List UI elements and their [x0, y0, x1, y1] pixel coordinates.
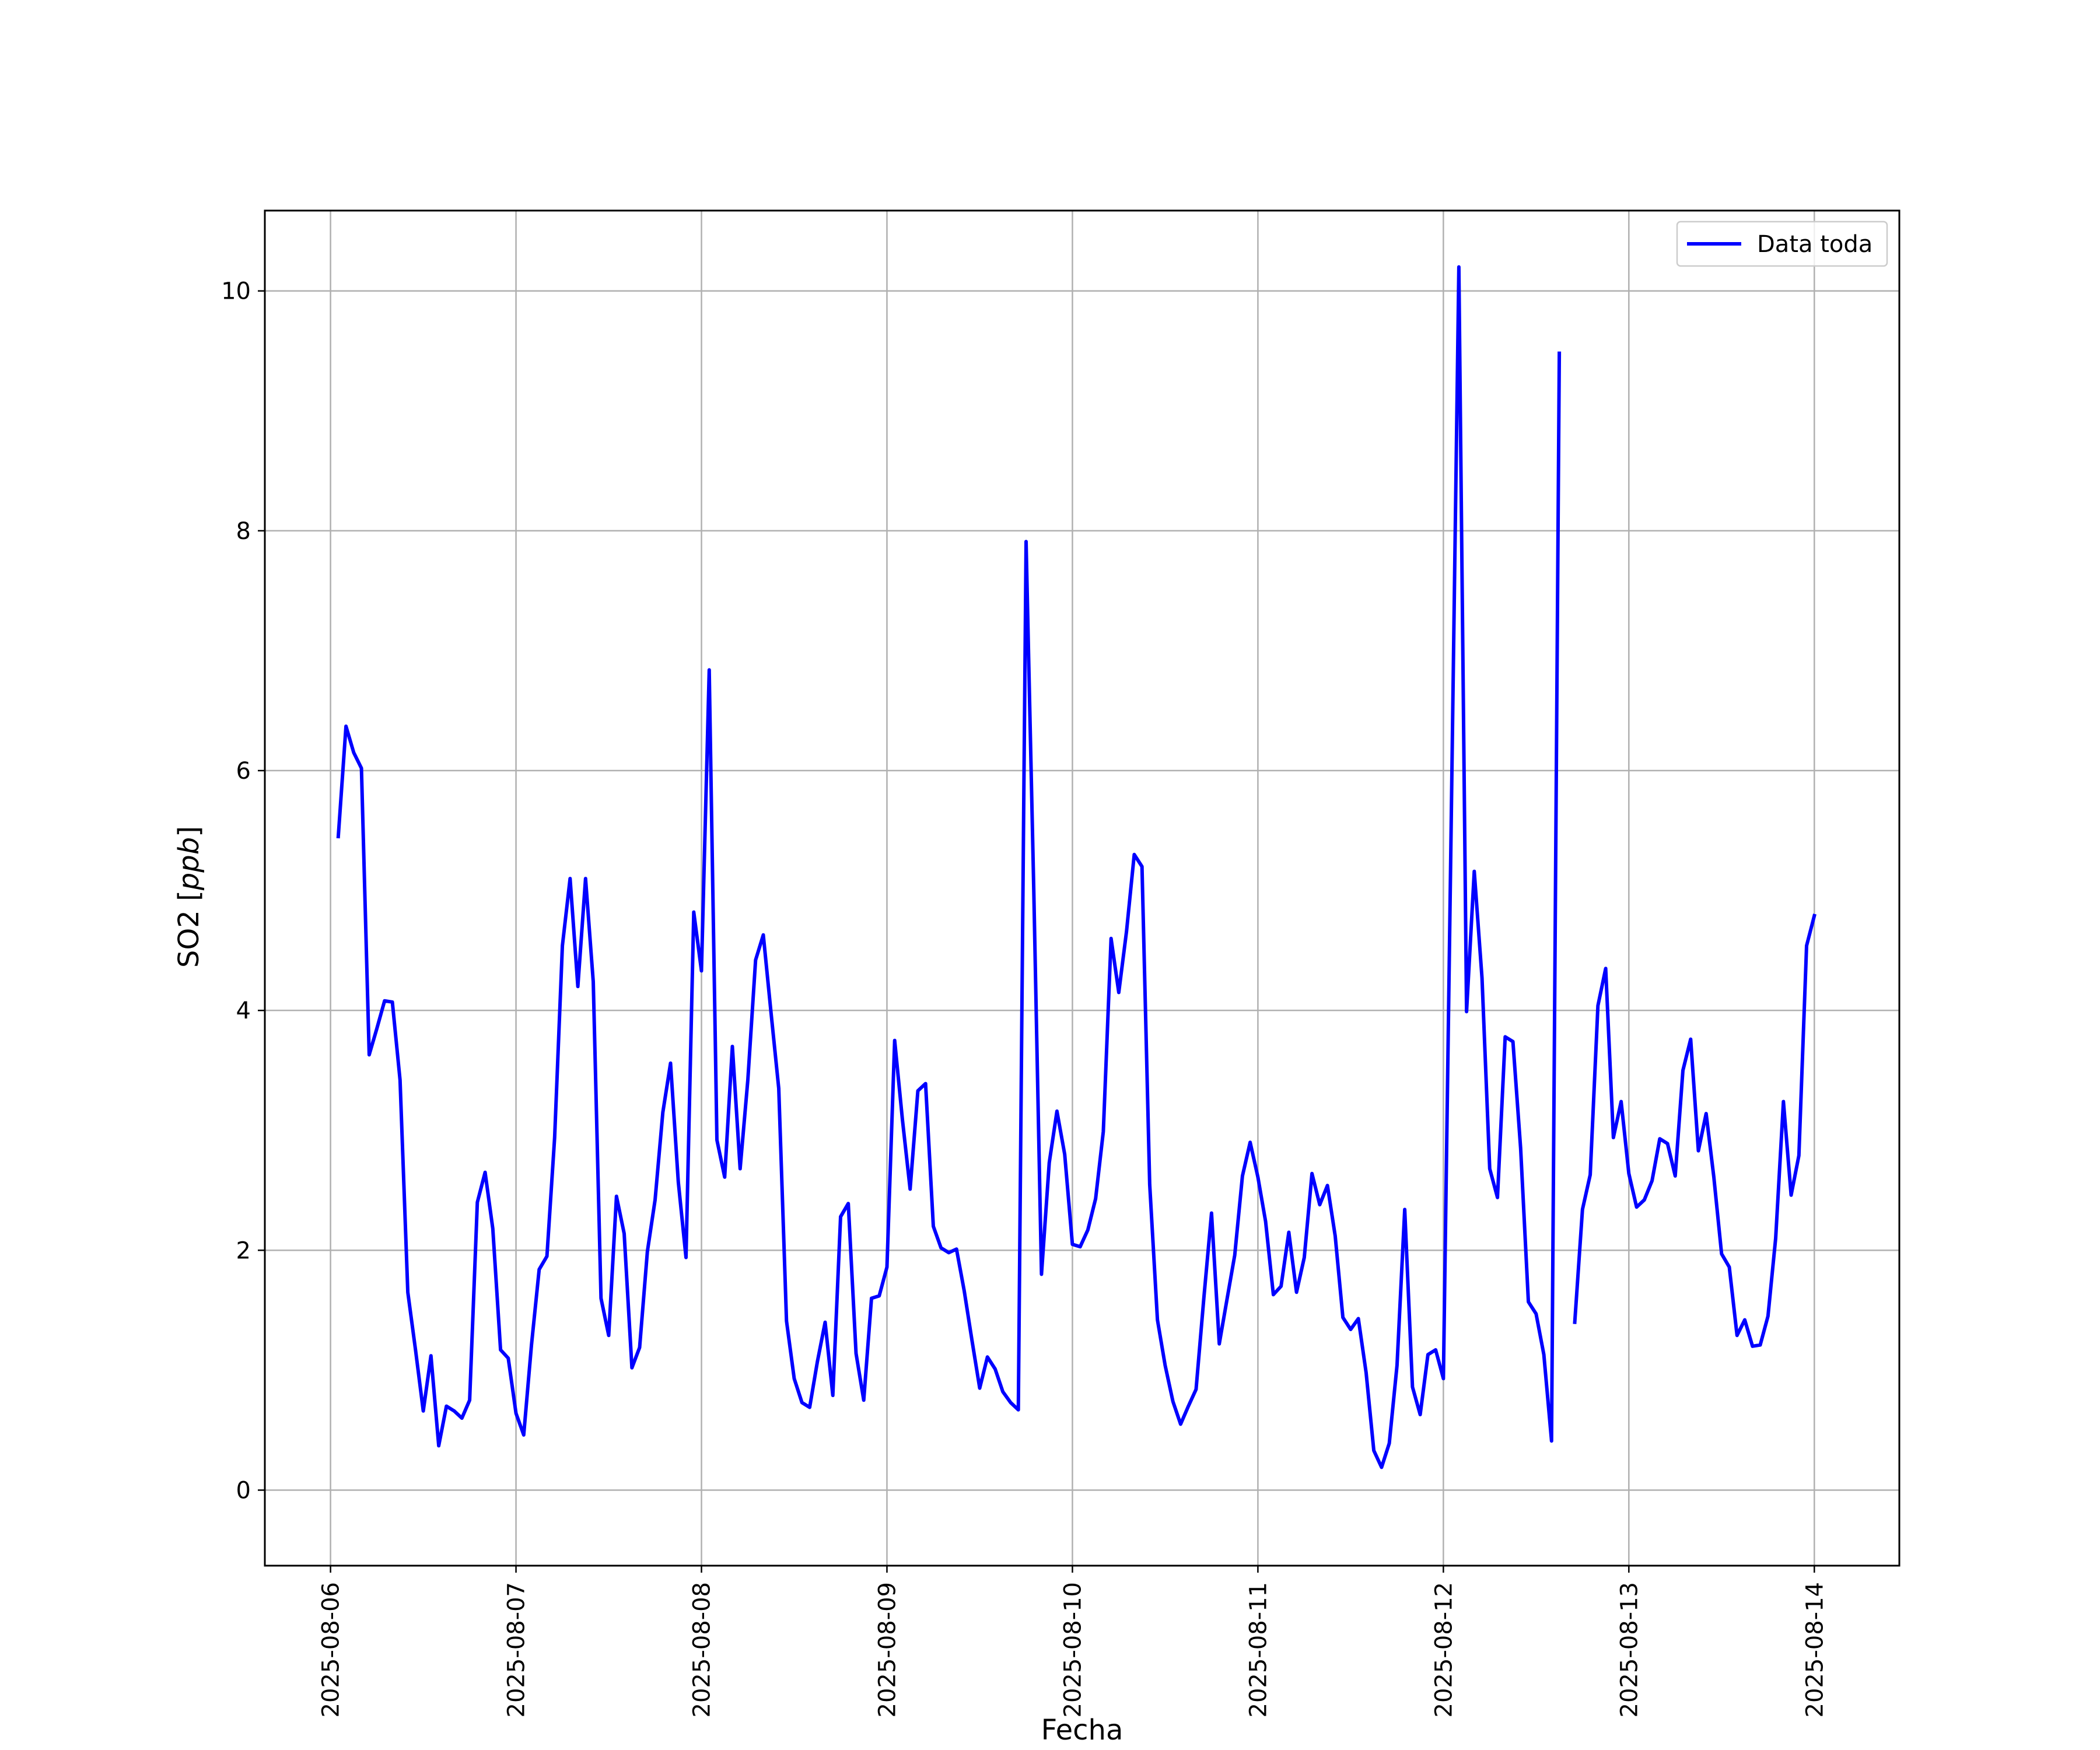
data-series [336, 265, 1817, 1469]
x-axis-label: Fecha [1041, 1714, 1124, 1746]
y-tick-label: 0 [236, 1477, 251, 1504]
axis-ticks: 2025-08-06 2025-08-07 2025-08-08 2025-08-09… [221, 278, 1828, 1718]
x-tick-label: 2025-08-14 [1801, 1582, 1828, 1717]
y-axis-label-close: ] [173, 826, 205, 837]
x-tick-label: 2025-08-09 [874, 1582, 901, 1717]
y-tick-label: 8 [236, 518, 251, 545]
series-line-data-toda [336, 265, 1817, 1469]
y-tick-label: 2 [236, 1237, 251, 1264]
x-tick-label: 2025-08-07 [503, 1582, 530, 1717]
x-tick-label: 2025-08-08 [689, 1582, 716, 1717]
legend-box [1676, 220, 1888, 267]
grid [265, 211, 1899, 1566]
legend: Data toda [1676, 220, 1888, 267]
y-tick-label: 6 [236, 758, 251, 785]
legend-label-data-toda: Data toda [1757, 231, 1873, 258]
y-tick-label: 10 [221, 278, 251, 305]
y-axis-label: SO2 [ppb] [173, 826, 205, 968]
axes-frame [264, 209, 1901, 1567]
y-tick-label: 4 [236, 998, 251, 1024]
x-tick-label: 2025-08-10 [1059, 1582, 1086, 1717]
x-tick-label: 2025-08-13 [1616, 1582, 1643, 1717]
y-axis-label-unit: ppb [173, 837, 205, 891]
x-tick-label: 2025-08-06 [318, 1582, 345, 1717]
x-tick-label: 2025-08-11 [1245, 1582, 1272, 1717]
y-axis-label-text: SO2 [ [173, 890, 205, 968]
x-tick-label: 2025-08-12 [1430, 1582, 1457, 1717]
